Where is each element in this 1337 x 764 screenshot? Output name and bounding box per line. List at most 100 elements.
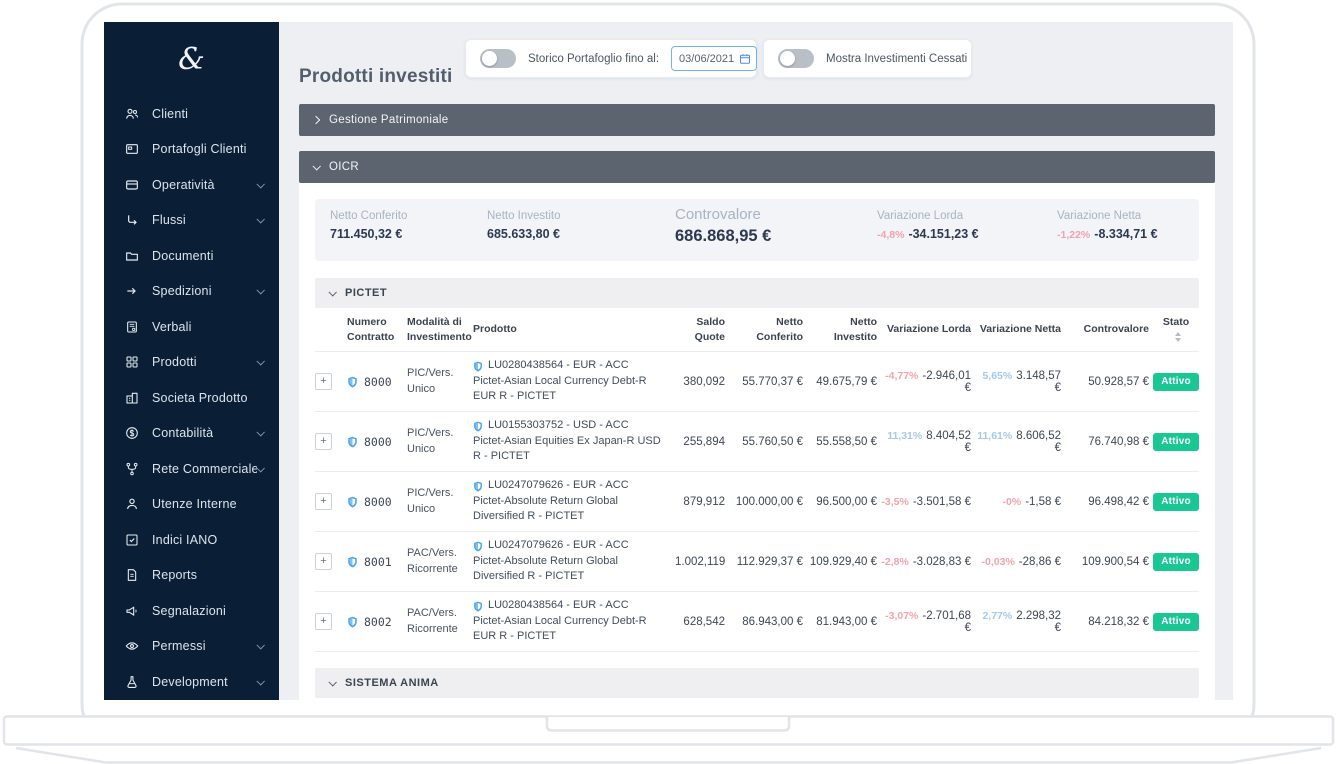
storico-date-input[interactable]: 03/06/2021 [671, 46, 758, 71]
table-row[interactable]: + 8002 PAC/Vers. Ricorrente LU028043 [315, 592, 1199, 652]
saldo-quote: 879,912 [683, 495, 725, 508]
storico-toggle[interactable] [480, 49, 516, 68]
sidebar-item[interactable]: Operatività [104, 167, 279, 203]
stat-label: Controvalore [675, 206, 761, 223]
variazione-netta-pct: -0,03% [981, 555, 1015, 568]
cessati-toggle[interactable] [778, 49, 814, 68]
variazione-netta: 5,65% 3.148,57 € [982, 369, 1061, 394]
netto-investito: 96.500,00 € [816, 495, 877, 508]
column-header[interactable]: Modalità di Investimento [407, 316, 472, 343]
report-file-icon [127, 569, 137, 582]
shield-icon [474, 361, 482, 372]
expand-row-button[interactable]: + [315, 613, 332, 630]
product-cell: LU0280438564 - EUR - ACC Pictet-Asian Lo… [473, 358, 671, 406]
expand-row-button[interactable]: + [315, 433, 332, 450]
section-oicr[interactable]: OICR [299, 151, 1215, 183]
netto-conferito: 55.770,37 € [742, 375, 803, 388]
sidebar-item[interactable]: Flussi [104, 203, 279, 239]
section-sistema-anima[interactable]: SISTEMA ANIMA [315, 668, 1199, 698]
netto-investito: 49.675,79 € [816, 375, 877, 388]
contract-number: 8000 [364, 494, 392, 509]
chevron-down-icon [328, 678, 337, 687]
sidebar-item[interactable]: Prodotti [104, 345, 279, 381]
column-header[interactable]: Netto Conferito [756, 316, 803, 343]
summary-stat: Controvalore 686.868,95 € [675, 206, 771, 246]
product-cell: LU0247079626 - EUR - ACC Pictet-Absolute… [473, 538, 671, 586]
stat-value: 685.633,80 € [487, 227, 560, 241]
base-notch [545, 717, 791, 732]
chevron-down-icon [256, 676, 265, 686]
sidebar-item[interactable]: Contabilità [104, 416, 279, 452]
sidebar-item[interactable]: Documenti [104, 238, 279, 274]
chevron-down-icon [256, 357, 265, 366]
controvalore: 109.900,54 € [1081, 555, 1149, 568]
sidebar-item[interactable]: Reports [104, 558, 279, 594]
sidebar-item-label: Prodotti [152, 355, 197, 370]
sidebar-item[interactable]: Utenze Interne [104, 487, 279, 523]
expand-row-button[interactable]: + [315, 373, 332, 390]
sidebar-item[interactable]: Portafogli Clienti [104, 132, 279, 168]
sidebar-item[interactable]: Clienti [104, 96, 279, 132]
column-header[interactable]: Variazione Netta [979, 323, 1061, 336]
product-name: Pictet-Absolute Return Global Diversifie… [473, 554, 618, 583]
sort-icon[interactable] [1175, 331, 1181, 342]
chevron-right-icon [311, 115, 321, 125]
main-content: Prodotti investiti Storico Portafoglio f… [279, 22, 1233, 700]
sidebar-item-label: Operatività [152, 177, 215, 192]
sidebar-item-label: Clienti [152, 106, 189, 121]
chevron-down-icon [312, 162, 321, 171]
controvalore: 96.498,42 € [1088, 495, 1149, 508]
table-row[interactable]: + 8001 PAC/Vers. Ricorrente LU024707 [315, 532, 1199, 592]
brand-logo[interactable]: & [104, 22, 279, 96]
variazione-netta-pct: 11,61% [977, 429, 1013, 442]
saldo-quote: 1.002,119 [675, 555, 726, 568]
table-row[interactable]: + 8000 PIC/Vers. Unico LU0280438564 [315, 352, 1199, 412]
sidebar-item[interactable]: Development [104, 664, 279, 700]
investment-mode: PIC/Vers. Unico [407, 367, 454, 395]
variazione-lorda: -2,8% -3.028,83 € [881, 555, 971, 568]
variazione-lorda-pct: -4,77% [885, 369, 919, 382]
ampersand-logo-icon: & [178, 41, 205, 77]
sidebar-item[interactable]: Societa Prodotto [104, 380, 279, 416]
sidebar-item[interactable]: Verbali [104, 309, 279, 345]
stat-label: Variazione Netta [1057, 210, 1142, 222]
status-badge: Attivo [1153, 492, 1199, 511]
product-isin: LU0247079626 - EUR - ACC [488, 478, 629, 491]
table-row[interactable]: + 8000 PIC/Vers. Unico LU0155303752 [315, 412, 1199, 472]
investment-mode: PIC/Vers. Unico [407, 487, 454, 515]
column-header[interactable]: Prodotto [473, 323, 517, 336]
section-oicr-label: OICR [329, 161, 359, 173]
variazione-lorda-pct: -2,8% [881, 555, 909, 568]
sidebar-item[interactable]: Spedizioni [104, 274, 279, 310]
status-badge: Attivo [1153, 552, 1199, 571]
column-header[interactable]: Netto Investito [833, 316, 877, 343]
calendar-icon[interactable] [739, 53, 751, 65]
column-header[interactable] [315, 322, 343, 336]
table-row[interactable]: + 8000 PIC/Vers. Unico LU0247079626 [315, 472, 1199, 532]
sidebar-item[interactable]: Rete Commerciale [104, 451, 279, 487]
storico-label: Storico Portafoglio fino al: [528, 52, 660, 65]
product-isin: LU0155303752 - USD - ACC [488, 418, 629, 431]
section-gestione-patrimoniale[interactable]: Gestione Patrimoniale [299, 104, 1215, 136]
grid-icon [126, 356, 138, 368]
controvalore: 84.218,32 € [1088, 615, 1149, 628]
shield-icon [348, 436, 357, 448]
sidebar-item-label: Rete Commerciale [152, 461, 257, 476]
column-header[interactable]: Stato [1153, 315, 1199, 343]
sidebar-item[interactable]: Segnalazioni [104, 593, 279, 629]
sidebar-item-label: Reports [152, 568, 198, 583]
summary-stat: Variazione Netta -1,22% -8.334,71 € [1057, 210, 1158, 241]
column-header[interactable]: Controvalore [1083, 323, 1149, 336]
sidebar-item[interactable]: Indici IANO [104, 522, 279, 558]
chevron-down-icon [328, 288, 337, 297]
column-header[interactable]: Saldo Quote [694, 316, 725, 343]
expand-row-button[interactable]: + [315, 553, 332, 570]
sidebar-item[interactable]: Permessi [104, 629, 279, 665]
column-header[interactable]: Numero Contratto [347, 316, 395, 343]
variazione-lorda: -3,07% -2.701,68 € [885, 609, 971, 634]
oicr-panel: Netto Conferito 711.450,32 € Netto Inves… [299, 183, 1215, 700]
section-pictet[interactable]: PICTET [315, 278, 1199, 308]
section-pictet-label: PICTET [345, 287, 388, 299]
column-header[interactable]: Variazione Lorda [886, 323, 971, 336]
expand-row-button[interactable]: + [315, 493, 332, 510]
